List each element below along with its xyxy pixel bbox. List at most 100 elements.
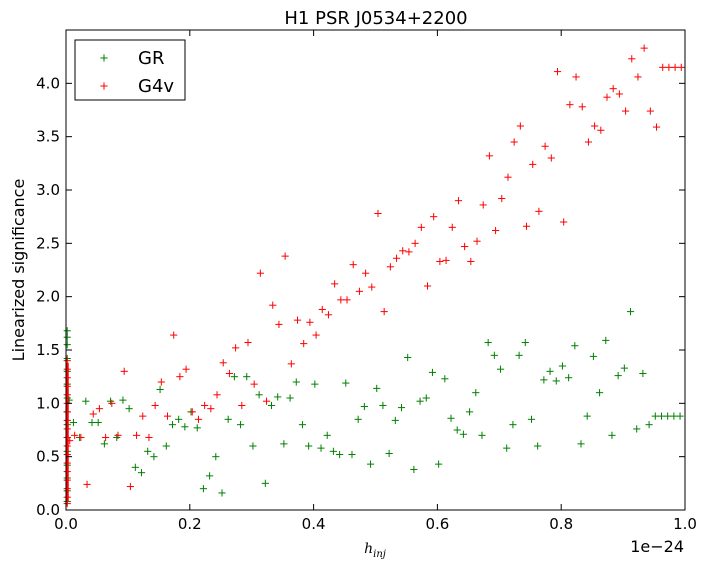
point-g4v <box>522 222 531 230</box>
point-g4v <box>386 263 394 271</box>
point-gr-cluster <box>63 327 71 335</box>
point-gr <box>546 367 554 375</box>
point-g4v <box>584 138 593 146</box>
point-gr <box>664 412 672 420</box>
point-g4v <box>244 338 252 347</box>
point-gr <box>125 405 133 413</box>
point-gr <box>416 397 424 405</box>
point-g4v <box>275 320 283 328</box>
y-tick-label: 3.5 <box>36 128 60 146</box>
point-gr <box>193 424 201 432</box>
point-g4v <box>659 63 667 71</box>
point-g4v <box>151 401 159 410</box>
point-gr <box>181 423 189 431</box>
point-g4v <box>615 90 623 98</box>
point-g4v <box>306 318 314 326</box>
point-g4v <box>361 269 370 277</box>
point-gr <box>88 418 96 427</box>
point-gr <box>168 421 177 429</box>
x-axis-label-sub: inj <box>373 549 386 560</box>
point-gr <box>274 393 282 401</box>
point-g4v <box>491 226 500 235</box>
point-gr <box>583 412 591 420</box>
point-gr <box>422 394 430 402</box>
point-gr <box>131 463 139 471</box>
point-gr <box>280 440 288 448</box>
point-g4v <box>473 237 481 245</box>
point-g4v <box>368 283 376 291</box>
axes: 0.0 0.2 0.4 0.6 0.8 1.0 0.0 0.5 1.0 1.5 2.0 2.5 3.0 3… <box>36 29 697 533</box>
point-gr <box>565 374 573 382</box>
plot-frame <box>65 29 686 511</box>
legend-label-g4v: G4v <box>138 76 174 97</box>
point-g4v <box>102 433 110 442</box>
point-gr <box>342 379 350 387</box>
point-gr <box>633 425 641 433</box>
point-g4v <box>485 152 493 160</box>
point-gr <box>478 431 486 439</box>
point-g4v <box>269 301 277 309</box>
point-g4v <box>114 431 122 439</box>
point-gr <box>286 394 294 402</box>
point-gr <box>410 465 418 474</box>
point-g4v <box>646 107 654 115</box>
point-g4v <box>126 482 134 491</box>
point-g4v <box>318 305 326 314</box>
point-gr <box>243 373 251 381</box>
x-tick-label: 0.0 <box>54 515 78 533</box>
point-gr <box>82 397 90 405</box>
point-gr-cluster <box>63 341 71 349</box>
chart-title: H1 PSR J0534+2200 <box>284 8 467 29</box>
point-gr <box>298 421 307 429</box>
point-g4v <box>529 160 537 168</box>
point-gr <box>373 384 381 392</box>
point-g4v <box>139 412 147 420</box>
point-gr <box>335 450 344 459</box>
point-g4v <box>417 223 425 231</box>
point-gr <box>571 342 579 350</box>
x-tick-label: 0.8 <box>549 515 573 533</box>
point-gr <box>670 412 678 420</box>
point-gr <box>428 368 437 376</box>
point-g4v <box>498 194 506 203</box>
x-tick-label: 0.2 <box>178 515 202 533</box>
point-gr <box>137 469 146 477</box>
point-g4v <box>337 296 345 304</box>
point-g4v <box>560 218 568 226</box>
y-tick-label: 3.0 <box>36 181 60 199</box>
point-gr <box>534 442 542 450</box>
point-g4v <box>77 433 85 442</box>
point-g4v <box>219 359 227 367</box>
point-gr <box>144 447 152 455</box>
x-tick-label: 1.0 <box>673 515 697 533</box>
point-gr <box>453 426 461 434</box>
point-g4v <box>157 378 165 386</box>
point-g4v <box>188 408 196 416</box>
point-g4v <box>145 433 153 442</box>
y-tick-label: 2.5 <box>36 234 60 252</box>
point-g4v <box>331 280 339 288</box>
point-g4v <box>621 107 630 115</box>
x-offset-label: 1e−24 <box>630 537 684 556</box>
point-g4v <box>436 257 444 266</box>
point-gr <box>614 372 622 380</box>
point-g4v <box>256 269 264 277</box>
legend-marker-gr <box>100 54 108 62</box>
point-gr <box>305 442 313 450</box>
point-g4v <box>467 257 475 266</box>
point-g4v <box>213 391 221 399</box>
point-gr <box>472 389 480 397</box>
point-g4v <box>349 261 357 269</box>
point-gr <box>156 385 164 394</box>
x-axis-label-main: h <box>364 541 373 557</box>
point-g4v <box>566 101 574 109</box>
point-g4v <box>374 209 382 218</box>
point-gr <box>602 336 610 344</box>
point-gr <box>589 352 597 360</box>
point-gr <box>100 440 108 448</box>
point-g4v <box>405 248 413 256</box>
point-g4v <box>201 401 209 410</box>
point-g4v <box>411 239 419 247</box>
point-gr <box>447 414 455 422</box>
